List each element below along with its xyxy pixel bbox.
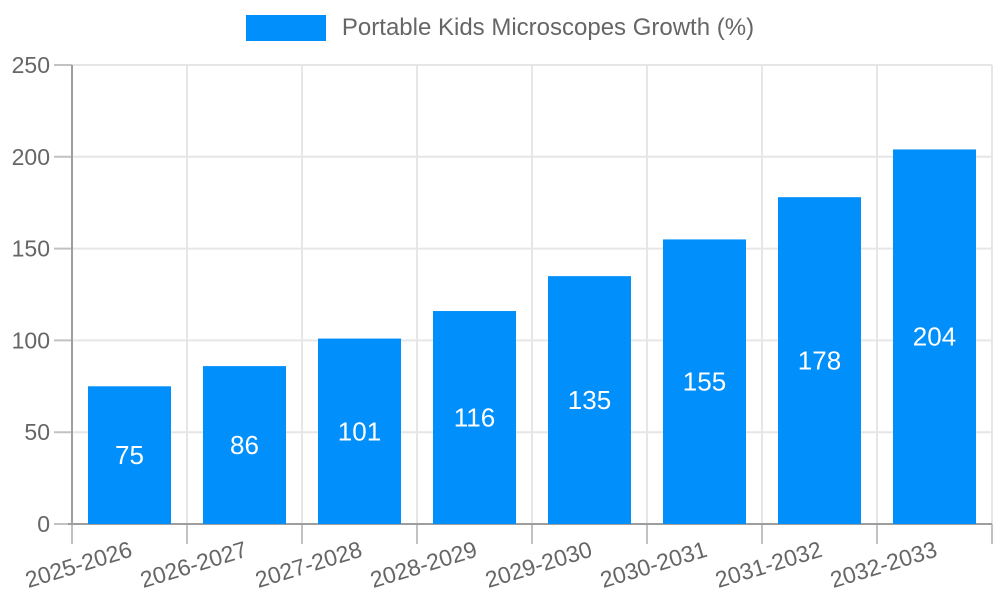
y-tick-label: 200 [12, 144, 50, 170]
bar-value-label: 204 [913, 322, 956, 352]
bar-2028-2029[interactable] [433, 311, 516, 524]
legend-swatch[interactable] [245, 15, 326, 41]
y-tick-label: 250 [12, 52, 50, 78]
legend-label[interactable]: Portable Kids Microscopes Growth (%) [341, 14, 755, 41]
bar-2030-2031[interactable] [663, 239, 746, 525]
y-tick-label: 0 [37, 511, 50, 537]
x-tick-label: 2029-2030 [482, 536, 595, 593]
x-tick-label: 2030-2031 [597, 536, 710, 593]
x-tick-label: 2026-2027 [137, 536, 250, 593]
bar-2032-2033[interactable] [893, 149, 976, 524]
bar-value-label: 116 [454, 403, 495, 433]
y-tick-label: 50 [24, 419, 50, 445]
bar-value-label: 178 [798, 346, 841, 376]
x-tick-label: 2027-2028 [252, 536, 365, 593]
bar-2026-2027[interactable] [203, 366, 286, 524]
x-tick-label: 2025-2026 [22, 536, 135, 593]
bar-2031-2032[interactable] [778, 197, 861, 524]
bar-value-label: 155 [683, 367, 726, 397]
bar-value-label: 101 [338, 416, 381, 446]
bar-value-label: 86 [230, 430, 259, 460]
x-tick-label: 2028-2029 [367, 536, 480, 593]
x-tick-label: 2031-2032 [712, 536, 825, 593]
bar-value-label: 135 [568, 385, 611, 415]
bar-2025-2026[interactable] [88, 386, 171, 524]
chart-legend[interactable]: Portable Kids Microscopes Growth (%) [0, 14, 1000, 42]
bar-2029-2030[interactable] [548, 276, 631, 524]
x-tick-label: 2032-2033 [827, 536, 940, 593]
bar-value-label: 75 [115, 440, 144, 470]
y-tick-label: 100 [12, 327, 50, 353]
y-tick-label: 150 [12, 236, 50, 262]
bar-2027-2028[interactable] [318, 338, 401, 524]
